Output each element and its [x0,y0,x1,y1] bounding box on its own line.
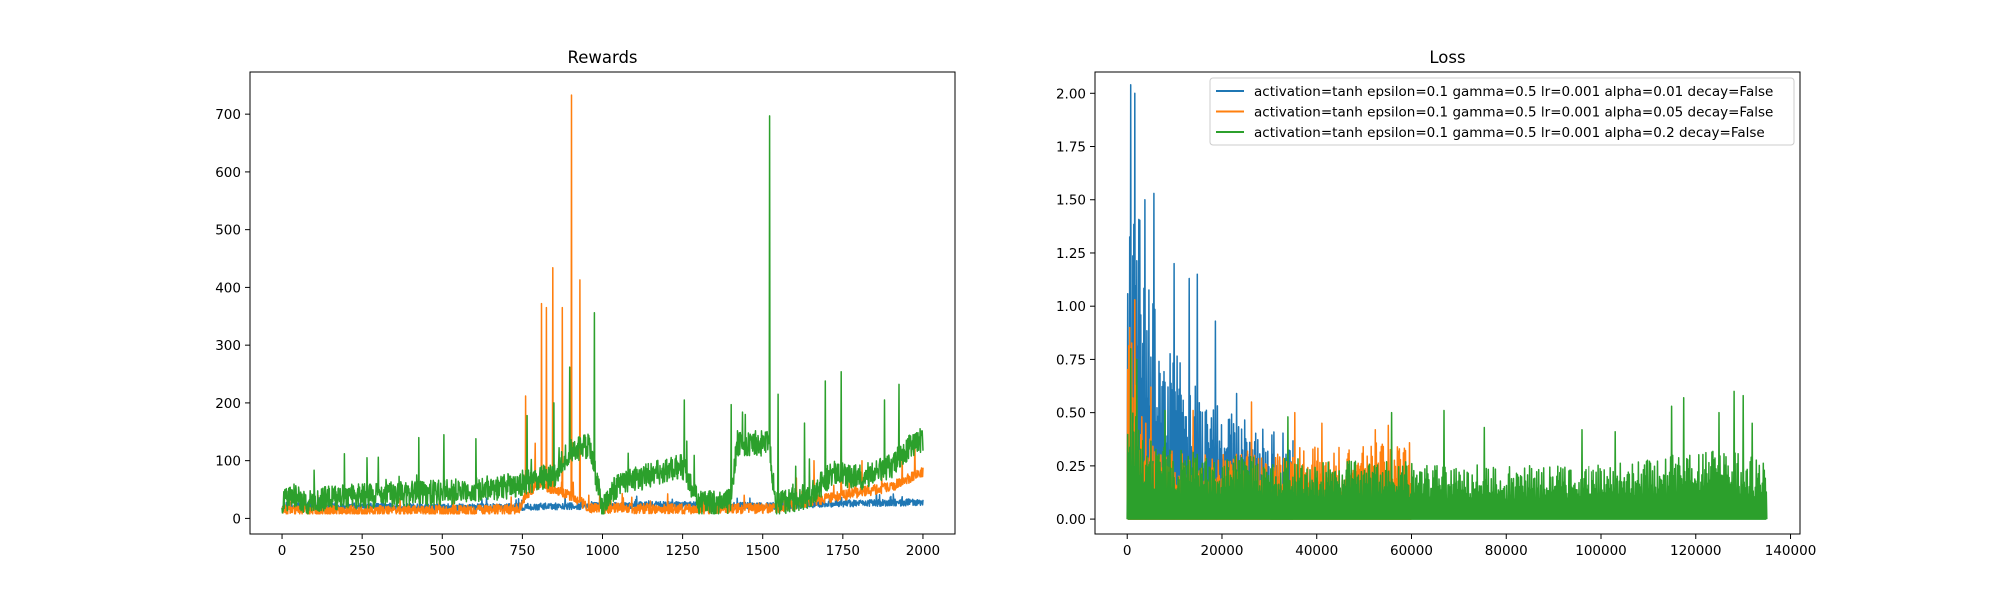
rewards-x-tick-label: 1250 [665,543,699,559]
rewards-y-tick-label: 500 [215,223,241,239]
loss-x-tick-label: 0 [1123,543,1132,559]
rewards-x-tick-label: 750 [509,543,535,559]
rewards-y-tick-label: 200 [215,396,241,412]
loss-chart: 0 20000 40000 60000 80000 100000 120000 140000 … [1056,48,1816,559]
loss-x-tick-label: 20000 [1200,543,1243,559]
loss-y-axis: 0.00 0.25 0.50 0.75 1.00 1.25 1.50 1.75 2.00 [1056,86,1095,528]
rewards-x-tick-label: 1000 [585,543,619,559]
rewards-x-tick-label: 1750 [826,543,860,559]
loss-x-tick-label: 120000 [1670,543,1722,559]
rewards-x-tick-label: 250 [349,543,375,559]
rewards-x-tick-label: 1500 [746,543,780,559]
rewards-x-axis: 0 250 500 750 1000 1250 1500 1750 2000 [278,534,940,559]
rewards-y-tick-label: 0 [232,511,241,527]
legend-box [1209,77,1795,146]
rewards-y-tick-label: 300 [215,338,241,354]
legend-label-alpha-0-2: activation=tanh epsilon=0.1 gamma=0.5 lr… [1254,125,1765,141]
loss-x-tick-label: 80000 [1485,543,1528,559]
loss-series-line-3 [1126,348,1768,520]
loss-chart-title: Loss [1429,48,1465,67]
rewards-x-tick-label: 0 [278,543,287,559]
loss-series-group [1126,84,1768,520]
loss-y-tick-label: 1.25 [1056,246,1086,262]
rewards-y-tick-label: 100 [215,454,241,470]
loss-plot-frame [1094,71,1801,535]
rewards-y-tick-label: 600 [215,165,241,181]
loss-y-tick-label: 1.00 [1056,299,1086,315]
loss-y-tick-label: 0.25 [1056,459,1086,475]
loss-x-tick-label: 60000 [1390,543,1433,559]
rewards-y-tick-label: 400 [215,280,241,296]
loss-y-tick-label: 2.00 [1056,86,1086,102]
loss-y-tick-label: 1.50 [1056,193,1086,209]
loss-x-tick-label: 40000 [1295,543,1338,559]
rewards-x-tick-label: 500 [429,543,455,559]
rewards-x-tick-label: 2000 [906,543,940,559]
loss-y-tick-label: 1.75 [1056,140,1086,156]
rewards-series-line-3 [281,115,924,515]
rewards-series-group [281,94,924,515]
loss-y-tick-label: 0.50 [1056,406,1086,422]
rewards-y-tick-label: 700 [215,107,241,123]
loss-x-tick-label: 100000 [1575,543,1627,559]
loss-y-tick-label: 0.75 [1056,352,1086,368]
legend-label-alpha-0-05: activation=tanh epsilon=0.1 gamma=0.5 lr… [1254,105,1773,121]
rewards-chart-title: Rewards [567,48,637,67]
loss-x-axis: 0 20000 40000 60000 80000 100000 120000 140000 [1123,534,1816,559]
loss-legend: activation=tanh epsilon=0.1 gamma=0.5 lr… [1209,77,1795,146]
rewards-y-axis: 0 100 200 300 400 500 600 700 [215,107,250,527]
loss-y-tick-label: 0.00 [1056,512,1086,528]
legend-label-alpha-0-01: activation=tanh epsilon=0.1 gamma=0.5 lr… [1254,84,1773,100]
loss-x-tick-label: 140000 [1765,543,1817,559]
rewards-chart: 0 250 500 750 1000 1250 1500 1750 2000 0 100 200 30… [215,48,956,559]
